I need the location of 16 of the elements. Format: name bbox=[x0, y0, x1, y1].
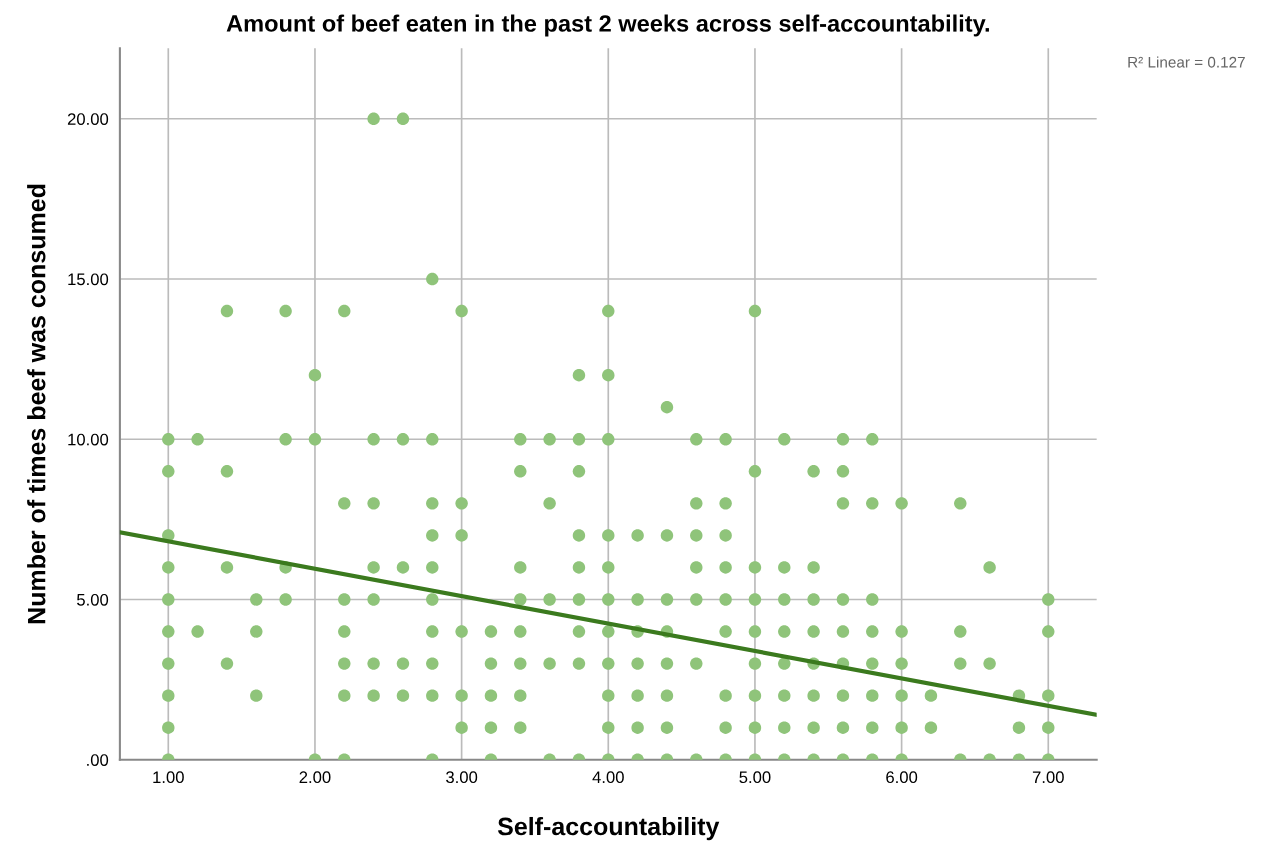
x-tick-label: 6.00 bbox=[886, 771, 918, 784]
y-tick-label: 5.00 bbox=[77, 593, 109, 606]
x-tick-label: 5.00 bbox=[739, 771, 771, 784]
x-tick-label: 4.00 bbox=[592, 771, 624, 784]
x-tick-label: 2.00 bbox=[299, 771, 331, 784]
y-axis-title: Number of times beef was consumed bbox=[27, 184, 46, 624]
chart-title: Amount of beef eaten in the past 2 weeks across self-accountability. bbox=[226, 14, 989, 37]
y-tick-label: 15.00 bbox=[68, 273, 109, 286]
y-tick-label: 10.00 bbox=[68, 433, 109, 446]
x-axis-title: Self-accountability bbox=[497, 816, 720, 841]
x-tick-label: 3.00 bbox=[446, 771, 478, 784]
x-tick-label: 7.00 bbox=[1032, 771, 1064, 784]
x-tick-label: 1.00 bbox=[153, 771, 184, 784]
y-tick-label: 20.00 bbox=[67, 113, 109, 125]
y-tick-label: .00 bbox=[87, 754, 109, 766]
text: R² Linear = 0.127 bbox=[1128, 56, 1245, 68]
